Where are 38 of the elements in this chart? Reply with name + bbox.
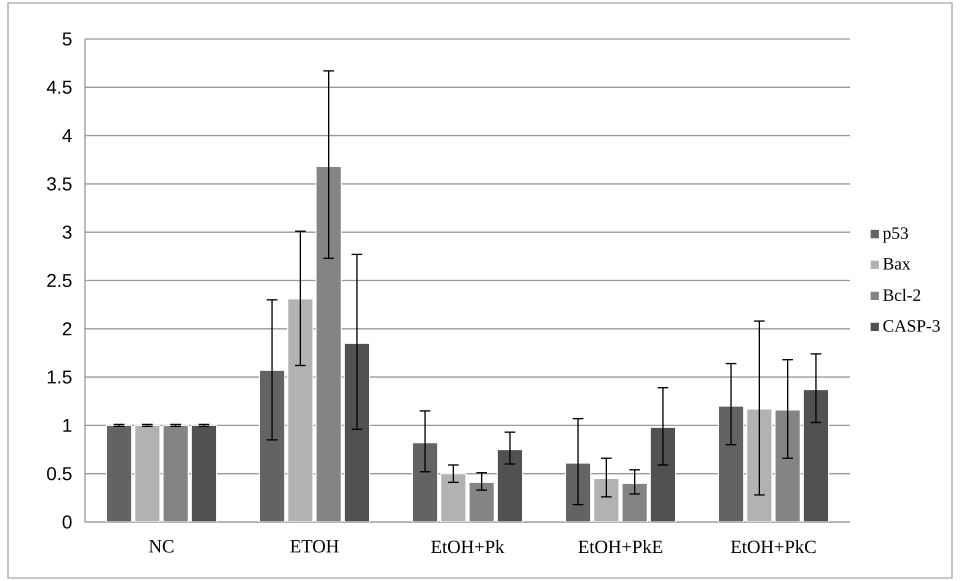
x-tick-label: EtOH+Pk: [431, 540, 504, 554]
bar: [134, 424, 161, 522]
x-tick-label: NC: [149, 540, 174, 553]
y-tick-label: 0.5: [47, 467, 72, 480]
bar: [190, 424, 218, 522]
bar: [316, 166, 342, 522]
y-tick-label: 3.5: [47, 177, 72, 191]
y-tick-label: 4: [62, 129, 72, 142]
bar: [650, 426, 676, 522]
legend-label: CASP-3: [883, 320, 940, 332]
y-tick-label: 2.5: [47, 274, 72, 288]
legend-label: p53: [882, 227, 908, 242]
bar: [774, 409, 801, 522]
bar: [496, 449, 524, 522]
bar: [344, 342, 370, 522]
bar: [162, 424, 189, 522]
bar: [468, 482, 495, 522]
legend-label: Bax: [883, 258, 910, 270]
bar: [106, 424, 132, 522]
bar: [621, 482, 648, 522]
y-tick-label: 3: [62, 226, 72, 239]
y-tick-label: 5: [62, 32, 72, 46]
bar: [593, 478, 620, 522]
bar: [802, 389, 830, 522]
y-tick-label: 1.5: [48, 370, 72, 384]
bar: [412, 442, 438, 522]
y-tick-label: 2: [62, 322, 72, 336]
bar: [258, 370, 286, 522]
bar: [440, 473, 467, 522]
bar: [287, 298, 314, 522]
y-tick-label: 1: [63, 418, 72, 432]
y-tick-label: 0: [62, 515, 72, 529]
x-tick-label: ETOH: [290, 540, 339, 553]
x-tick-label: EtOH+PkE: [578, 540, 662, 554]
bar: [718, 406, 744, 522]
y-tick-label: 4.5: [46, 80, 72, 94]
legend-label: Bcl-2: [883, 288, 920, 302]
x-tick-label: EtOH+PkC: [730, 540, 816, 554]
